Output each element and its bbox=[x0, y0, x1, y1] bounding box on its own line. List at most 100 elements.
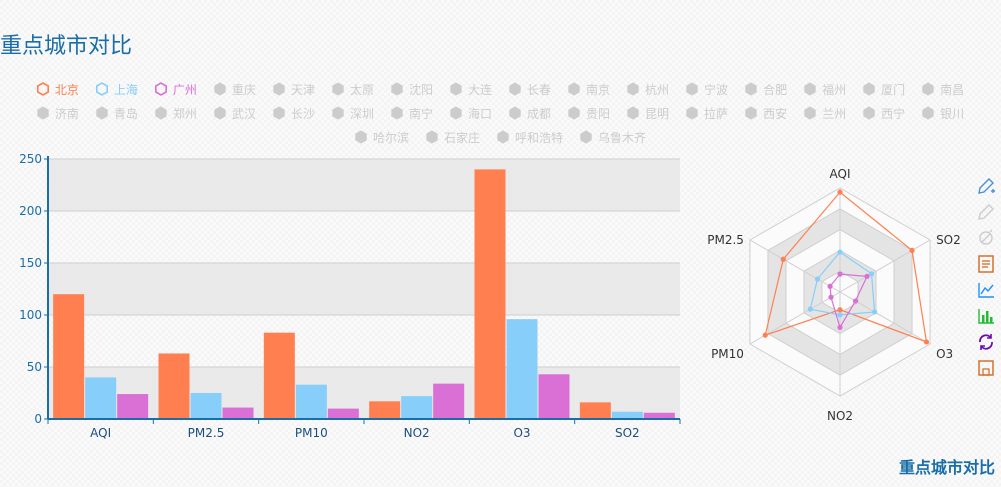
legend-item[interactable]: 北京 bbox=[36, 80, 79, 98]
legend-item[interactable]: 合肥 bbox=[744, 80, 787, 98]
legend-marker bbox=[214, 82, 226, 96]
legend-item[interactable]: 武汉 bbox=[213, 104, 256, 122]
bar-北京-AQI[interactable] bbox=[53, 294, 85, 419]
bar-上海-O3[interactable] bbox=[506, 319, 538, 419]
legend-label: 石家庄 bbox=[443, 130, 480, 145]
legend-label: 上海 bbox=[113, 82, 138, 97]
radar-point-广州-NO2[interactable] bbox=[837, 324, 843, 330]
legend-item[interactable]: 重庆 bbox=[213, 80, 256, 98]
legend-marker bbox=[686, 106, 698, 120]
radar-point-北京-AQI[interactable] bbox=[837, 189, 843, 195]
legend-item[interactable]: 长沙 bbox=[272, 104, 315, 122]
radar-point-广州-AQI[interactable] bbox=[837, 271, 843, 277]
radar-point-上海-PM2.5[interactable] bbox=[814, 276, 821, 282]
legend-label: 长春 bbox=[527, 82, 552, 97]
radar-point-上海-AQI[interactable] bbox=[837, 249, 843, 255]
legend-item[interactable]: 南昌 bbox=[921, 80, 964, 98]
legend-item[interactable]: 广州 bbox=[154, 80, 197, 98]
legend-item[interactable]: 拉萨 bbox=[685, 104, 728, 122]
radar-point-广州-PM10[interactable] bbox=[828, 294, 834, 300]
bar-广州-AQI[interactable] bbox=[117, 394, 149, 419]
bar-上海-PM10[interactable] bbox=[295, 384, 327, 419]
radar-point-北京-O3[interactable] bbox=[923, 339, 930, 345]
bar-北京-SO2[interactable] bbox=[579, 402, 611, 419]
radar-point-上海-SO2[interactable] bbox=[868, 271, 875, 277]
dataZoom-icon[interactable] bbox=[976, 176, 996, 196]
legend-item[interactable]: 西宁 bbox=[862, 104, 905, 122]
radar-spoke bbox=[839, 239, 931, 293]
bar-上海-AQI[interactable] bbox=[85, 377, 117, 419]
bar-北京-NO2[interactable] bbox=[369, 401, 401, 419]
legend-label: 太原 bbox=[349, 82, 374, 97]
legend-item[interactable]: 贵阳 bbox=[567, 104, 610, 122]
x-tick-label: SO2 bbox=[615, 426, 640, 440]
legend-item[interactable]: 深圳 bbox=[331, 104, 374, 122]
legend-label: 南昌 bbox=[940, 82, 965, 97]
bar-上海-PM2.5[interactable] bbox=[190, 393, 222, 419]
legend-item[interactable]: 杭州 bbox=[626, 80, 669, 98]
legend-item[interactable]: 乌鲁木齐 bbox=[579, 128, 646, 146]
legend-item[interactable]: 哈尔滨 bbox=[354, 128, 409, 146]
legend-item[interactable]: 长春 bbox=[508, 80, 551, 98]
grid-band bbox=[48, 367, 680, 419]
radar-point-北京-PM10[interactable] bbox=[762, 332, 768, 338]
legend-item[interactable]: 青岛 bbox=[95, 104, 138, 122]
radar-indicator-label: SO2 bbox=[936, 233, 961, 247]
legend-item[interactable]: 兰州 bbox=[803, 104, 846, 122]
legend-item[interactable]: 太原 bbox=[331, 80, 374, 98]
radar-point-广州-PM2.5[interactable] bbox=[827, 283, 833, 289]
legend-item[interactable]: 海口 bbox=[449, 104, 492, 122]
legend-item[interactable]: 沈阳 bbox=[390, 80, 433, 98]
dataZoom-reset-icon[interactable] bbox=[976, 202, 996, 222]
restore-zoom-icon[interactable] bbox=[976, 228, 996, 248]
save-image-icon[interactable] bbox=[976, 358, 996, 378]
legend-item[interactable]: 银川 bbox=[921, 104, 964, 122]
bar-上海-SO2[interactable] bbox=[611, 411, 643, 419]
legend-item[interactable]: 南宁 bbox=[390, 104, 433, 122]
bar-广州-PM2.5[interactable] bbox=[222, 407, 254, 419]
legend-marker bbox=[509, 106, 521, 120]
dataView-icon[interactable] bbox=[976, 254, 996, 274]
bar-北京-PM2.5[interactable] bbox=[158, 353, 190, 419]
legend-marker bbox=[391, 82, 403, 96]
legend-item[interactable]: 大连 bbox=[449, 80, 492, 98]
bar-广州-NO2[interactable] bbox=[433, 383, 465, 419]
radar-point-上海-PM10[interactable] bbox=[807, 306, 813, 312]
bar-广州-PM10[interactable] bbox=[327, 408, 359, 419]
legend-label: 大连 bbox=[467, 82, 492, 97]
legend-label: 成都 bbox=[527, 106, 552, 121]
legend-item[interactable]: 上海 bbox=[95, 80, 138, 98]
legend-item[interactable]: 昆明 bbox=[626, 104, 669, 122]
legend-item[interactable]: 成都 bbox=[508, 104, 551, 122]
bar-北京-O3[interactable] bbox=[474, 169, 506, 419]
bar-广州-O3[interactable] bbox=[538, 374, 570, 419]
legend-item[interactable]: 厦门 bbox=[862, 80, 905, 98]
legend-item[interactable]: 济南 bbox=[36, 104, 79, 122]
legend-item[interactable]: 天津 bbox=[272, 80, 315, 98]
radar-point-广州-SO2[interactable] bbox=[864, 273, 870, 279]
radar-point-北京-SO2[interactable] bbox=[909, 247, 915, 253]
legend-label: 兰州 bbox=[822, 106, 847, 121]
radar-point-上海-NO2[interactable] bbox=[837, 312, 843, 318]
legend-item[interactable]: 福州 bbox=[803, 80, 846, 98]
line-chart-icon[interactable] bbox=[976, 280, 996, 300]
legend-item[interactable]: 石家庄 bbox=[425, 128, 480, 146]
bar-chart-icon[interactable] bbox=[976, 306, 996, 326]
radar-point-北京-NO2[interactable] bbox=[837, 307, 843, 313]
tool-glyph bbox=[979, 229, 993, 245]
legend-label: 济南 bbox=[54, 106, 79, 121]
legend-item[interactable]: 西安 bbox=[744, 104, 787, 122]
bar-上海-NO2[interactable] bbox=[401, 396, 433, 419]
legend-label: 贵阳 bbox=[586, 106, 611, 121]
legend-item[interactable]: 宁波 bbox=[685, 80, 728, 98]
legend-item[interactable]: 南京 bbox=[567, 80, 610, 98]
radar-point-广州-O3[interactable] bbox=[852, 298, 859, 304]
legend-label: 宁波 bbox=[704, 82, 729, 97]
bar-广州-SO2[interactable] bbox=[643, 412, 675, 419]
legend-item[interactable]: 郑州 bbox=[154, 104, 197, 122]
bar-北京-PM10[interactable] bbox=[263, 332, 295, 419]
restore-icon[interactable] bbox=[976, 332, 996, 352]
radar-point-北京-PM2.5[interactable] bbox=[780, 256, 786, 262]
legend-item[interactable]: 呼和浩特 bbox=[496, 128, 563, 146]
radar-point-上海-O3[interactable] bbox=[871, 309, 878, 315]
